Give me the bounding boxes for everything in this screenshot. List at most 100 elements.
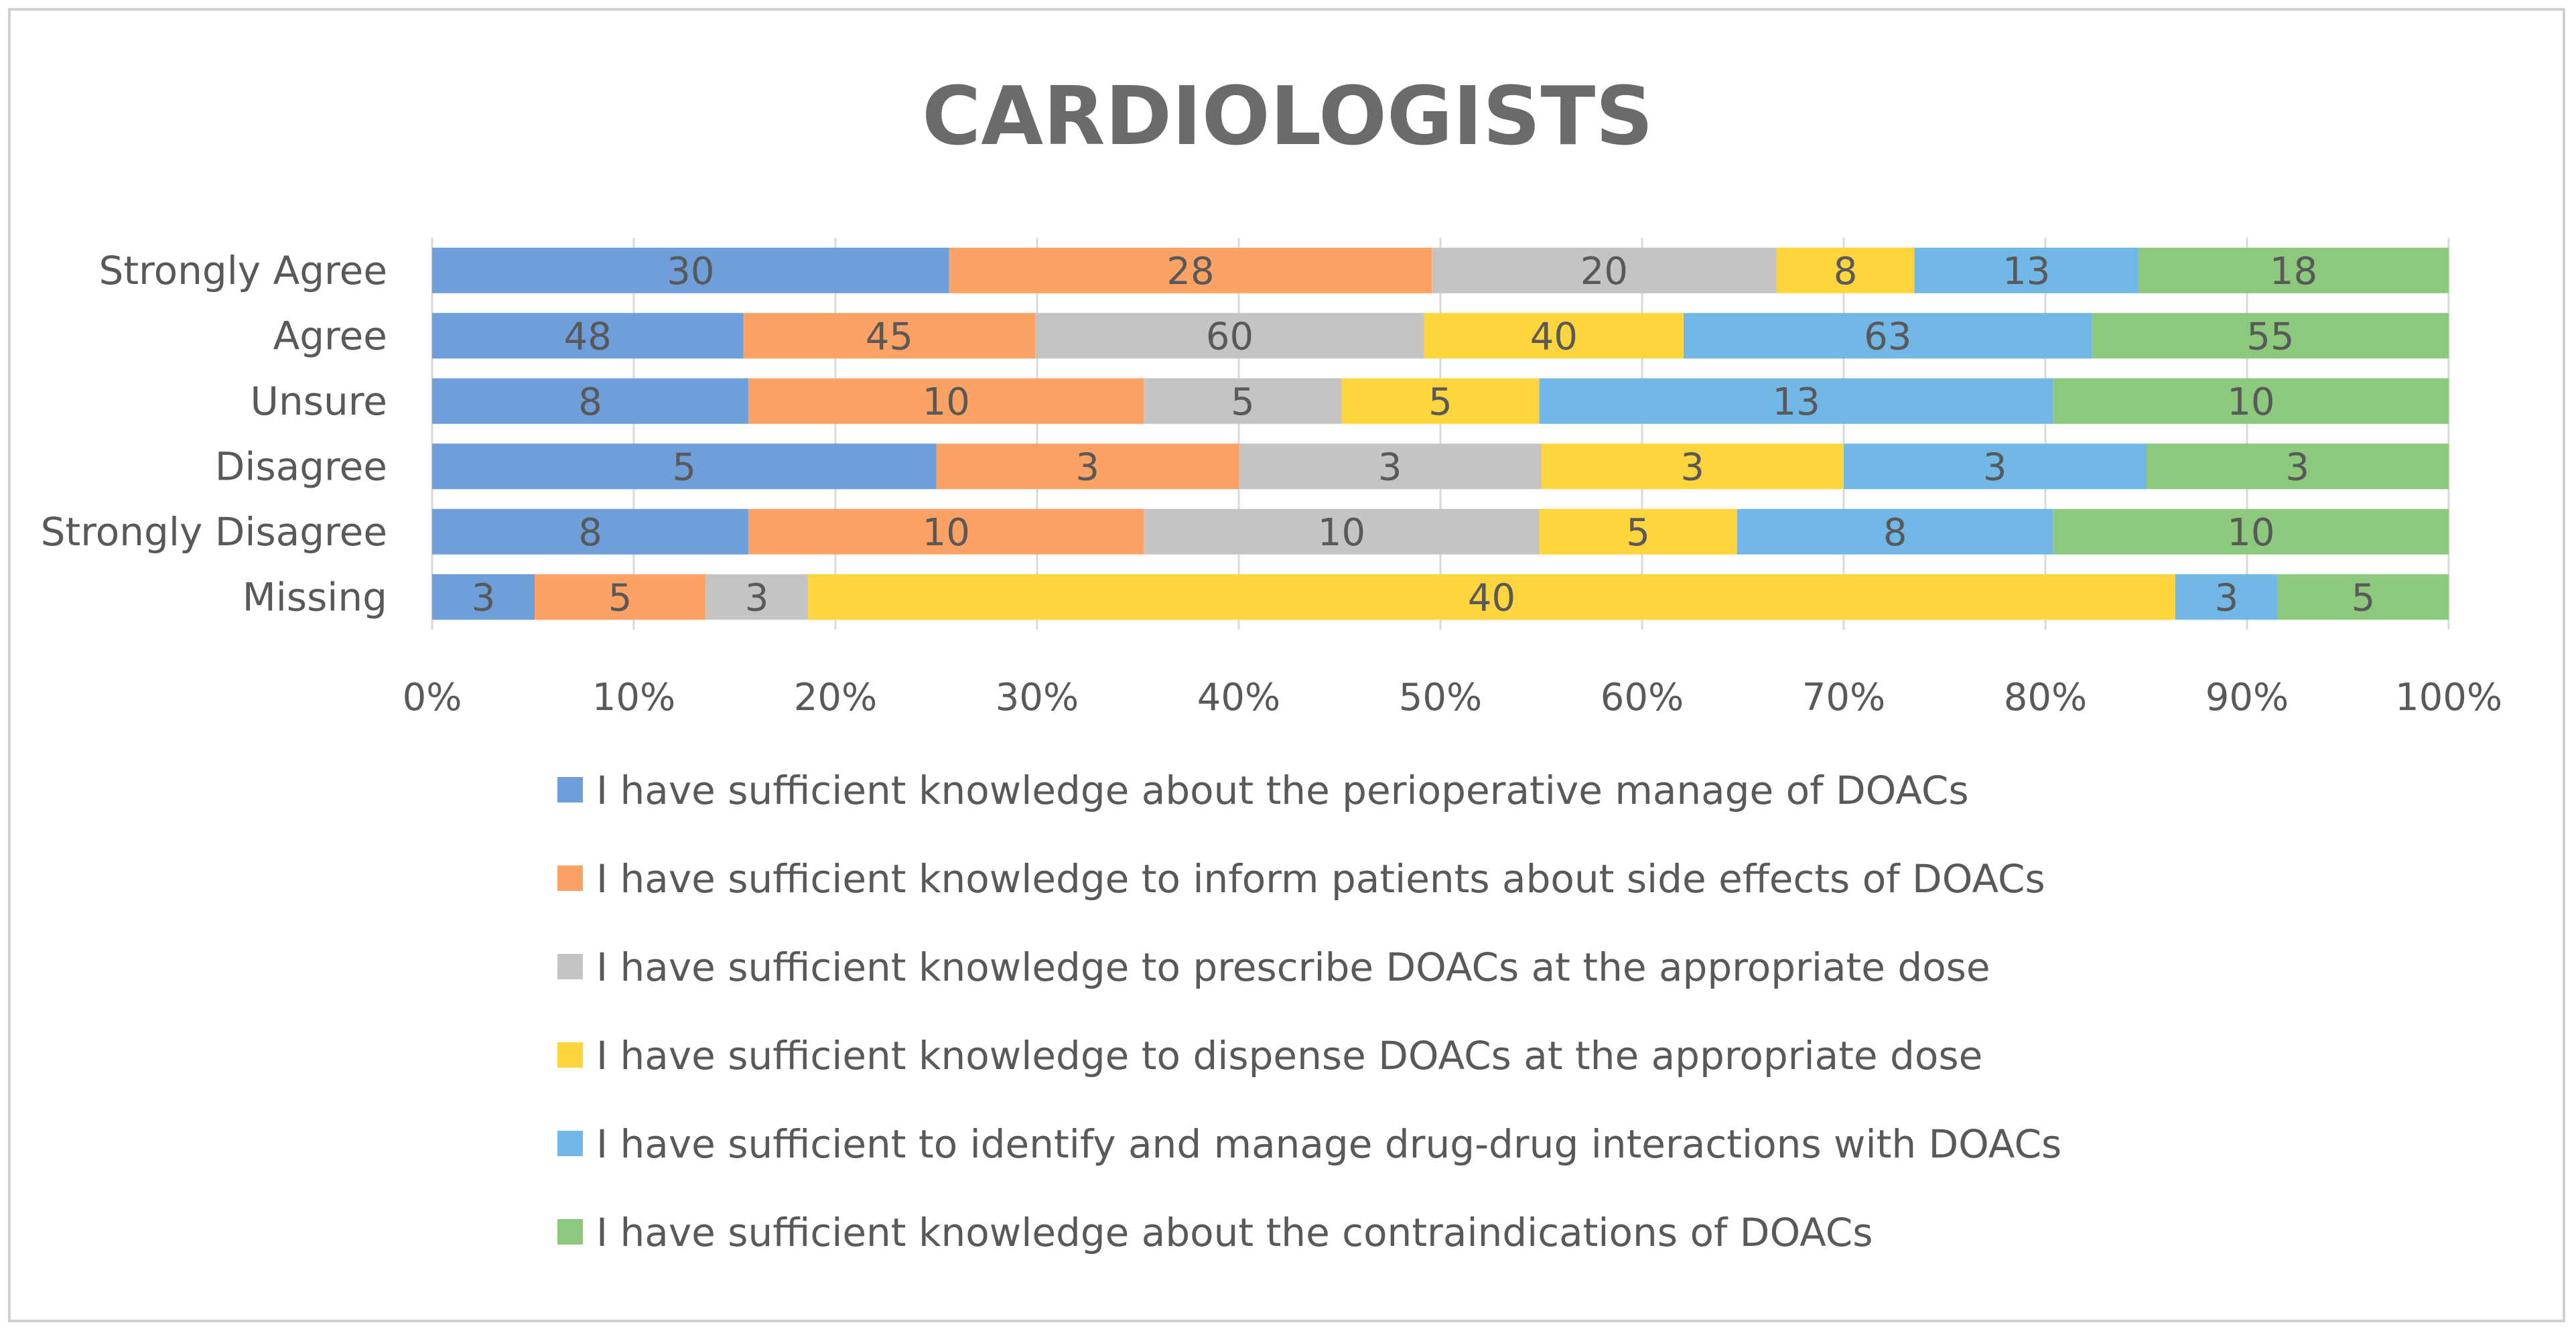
category-label: Missing <box>243 574 387 620</box>
bar-segment <box>936 443 1239 490</box>
data-label: 5 <box>1231 380 1255 424</box>
data-label: 5 <box>2352 576 2376 620</box>
bar-segment <box>1844 443 2147 490</box>
bar-segment <box>1541 443 1844 490</box>
bar-segment <box>748 378 1144 424</box>
legend-swatch <box>557 865 583 891</box>
x-tick-label: 90% <box>2206 676 2289 719</box>
bar-segment <box>1144 508 1540 555</box>
bar-segment <box>535 574 706 620</box>
chart-title: CARDIOLOGISTS <box>922 70 1653 163</box>
x-tick-label: 40% <box>1197 676 1280 719</box>
bar-segment <box>432 443 937 490</box>
data-label: 10 <box>923 380 970 424</box>
bar-segment <box>1539 508 1737 555</box>
legend-label: I have sufficient to identify and manage… <box>596 1121 2061 1167</box>
data-label: 3 <box>1075 445 1099 489</box>
category-label: Disagree <box>215 443 387 489</box>
bar-segment <box>949 247 1432 293</box>
x-tick-label: 100% <box>2395 676 2502 719</box>
bar-segment <box>2138 247 2449 293</box>
x-tick-label: 0% <box>403 676 462 719</box>
data-label: 3 <box>1983 445 2007 489</box>
bar-segment <box>432 247 949 293</box>
data-label: 55 <box>2246 315 2294 358</box>
legend-label: I have sufficient knowledge about the pe… <box>596 768 1969 813</box>
x-tick-label: 20% <box>794 676 877 719</box>
data-label: 48 <box>564 315 612 358</box>
data-label: 10 <box>2227 380 2275 424</box>
bar-segment <box>2053 508 2449 555</box>
data-label: 5 <box>672 445 696 489</box>
bar-segment <box>705 574 809 620</box>
data-label: 13 <box>1773 380 1820 424</box>
data-label: 5 <box>608 576 632 620</box>
bar-segment <box>1035 313 1424 359</box>
category-labels: Strongly Agree Agree Unsure Disagree Strongl… <box>41 248 387 620</box>
bar-segment <box>808 574 2175 620</box>
data-label: 10 <box>1318 511 1365 555</box>
legend-label: I have sufficient knowledge to inform pa… <box>596 856 2045 902</box>
bar-segment <box>1144 378 1342 424</box>
data-label: 28 <box>1166 250 1214 293</box>
bar-segment <box>1539 378 2053 424</box>
legend-swatch <box>557 1131 583 1156</box>
bar-segment <box>432 574 535 620</box>
x-tick-label: 30% <box>996 676 1079 719</box>
data-label: 8 <box>1883 511 1907 555</box>
legend-label: I have sufficient knowledge about the co… <box>596 1210 1873 1255</box>
data-label: 3 <box>745 576 769 620</box>
x-axis-ticks: 0% 10% 20% 30% 40% 50% 60% 70% 80% 90% 100% <box>403 676 2502 719</box>
x-tick-label: 80% <box>2004 676 2087 719</box>
category-label: Unsure <box>251 378 387 424</box>
legend: I have sufficient knowledge about the pe… <box>557 768 2061 1255</box>
bar-segment <box>2092 313 2449 359</box>
x-tick-label: 10% <box>592 676 675 719</box>
data-label: 10 <box>2227 511 2275 555</box>
legend-swatch <box>557 1219 583 1245</box>
data-label: 18 <box>2270 250 2317 293</box>
legend-swatch <box>557 1042 583 1068</box>
data-label: 40 <box>1468 576 1515 620</box>
bar-segment <box>1776 247 1915 293</box>
data-label: 8 <box>578 511 602 555</box>
bar-segment <box>1683 313 2092 359</box>
legend-label: I have sufficient knowledge to prescribe… <box>596 944 1990 990</box>
bar-segment <box>1432 247 1777 293</box>
data-label: 8 <box>578 380 602 424</box>
category-label: Strongly Agree <box>99 248 388 293</box>
data-label: 40 <box>1530 315 1578 358</box>
chart-frame <box>8 8 2565 1322</box>
data-label: 30 <box>667 250 714 293</box>
x-tick-label: 70% <box>1802 676 1885 719</box>
data-label: 3 <box>1680 445 1704 489</box>
data-label: 45 <box>866 315 913 358</box>
data-label: 63 <box>1864 315 1911 358</box>
bar-segment <box>2053 378 2449 424</box>
bar-segment <box>1424 313 1684 359</box>
data-label: 60 <box>1206 315 1253 358</box>
bar-segment <box>2277 574 2449 620</box>
legend-label: I have sufficient knowledge to dispense … <box>596 1033 1982 1078</box>
bar-segment <box>1239 443 1542 490</box>
data-label: 5 <box>1428 380 1452 424</box>
bar-segment <box>432 313 744 359</box>
legend-swatch <box>557 777 583 802</box>
x-tick-label: 60% <box>1601 676 1684 719</box>
category-label: Strongly Disagree <box>41 509 387 555</box>
data-label: 3 <box>472 576 496 620</box>
bar-segment <box>743 313 1036 359</box>
bar-segment <box>1341 378 1540 424</box>
x-tick-label: 50% <box>1399 676 1482 719</box>
bar-segment <box>1914 247 2139 293</box>
gridlines <box>431 238 2450 630</box>
data-label: 8 <box>1834 250 1858 293</box>
bar-segment <box>2175 574 2278 620</box>
category-label: Agree <box>273 313 387 358</box>
data-label: 10 <box>923 511 970 555</box>
data-label: 3 <box>1378 445 1402 489</box>
data-label: 5 <box>1626 511 1650 555</box>
bar-segment <box>432 508 749 555</box>
